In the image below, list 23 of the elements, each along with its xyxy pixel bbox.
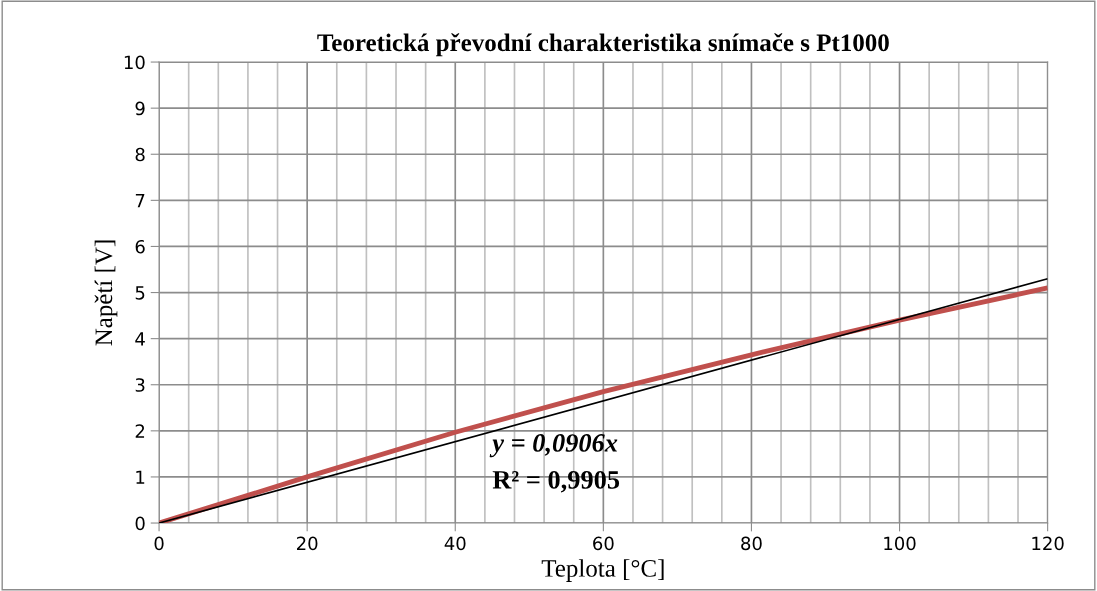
y-tick-label: 9 bbox=[135, 101, 145, 116]
y-tick-label: 3 bbox=[135, 378, 145, 392]
y-tick-label: 5 bbox=[135, 286, 145, 300]
y-tick-label: 2 bbox=[135, 424, 145, 438]
y-tick-label: 4 bbox=[135, 332, 145, 346]
x-tick-label: 100 bbox=[884, 536, 916, 551]
x-tick-label: 40 bbox=[444, 536, 466, 551]
chart-title: Teoretická převodní charakteristika snímače s Pt1000 bbox=[317, 33, 889, 57]
x-tick-label: 20 bbox=[297, 536, 318, 551]
y-tick-label: 6 bbox=[135, 239, 145, 254]
y-tick-label: 10 bbox=[124, 55, 145, 70]
x-axis-title: Teplota [°C] bbox=[541, 559, 664, 582]
y-tick-label: 7 bbox=[135, 194, 145, 208]
y-axis-title: Napětí [V] bbox=[94, 240, 118, 346]
x-tick-label: 120 bbox=[1032, 536, 1064, 551]
annotation: y = 0,0906x bbox=[489, 434, 618, 458]
y-tick-label: 8 bbox=[135, 147, 145, 162]
annotation: R² = 0,9905 bbox=[492, 470, 620, 493]
x-tick-label: 60 bbox=[593, 536, 614, 551]
x-tick-label: 0 bbox=[154, 536, 164, 551]
y-tick-label: 1 bbox=[136, 470, 145, 484]
x-tick-label: 80 bbox=[741, 536, 762, 551]
y-tick-label: 0 bbox=[135, 516, 145, 531]
